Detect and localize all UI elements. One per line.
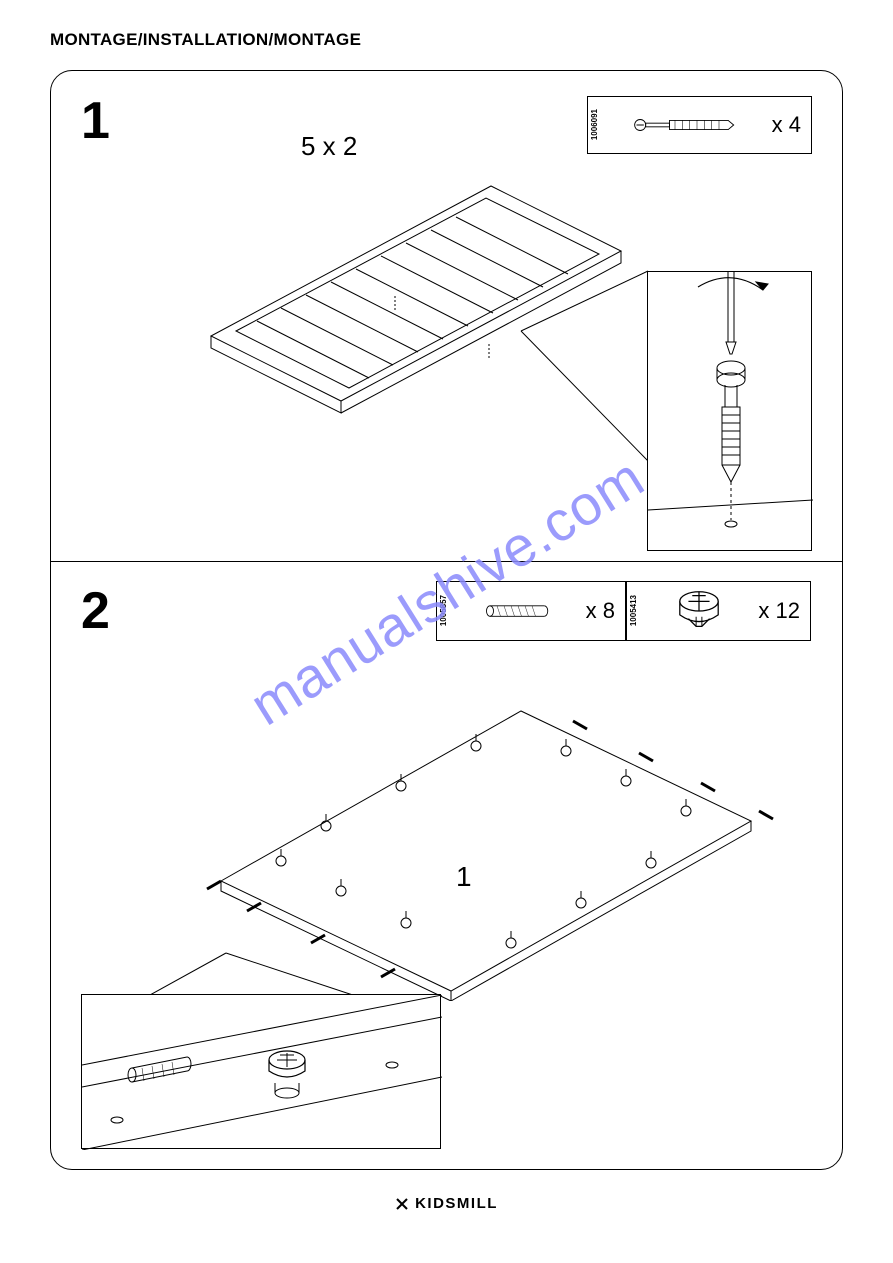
page-header: MONTAGE/INSTALLATION/MONTAGE xyxy=(50,30,843,50)
step-divider xyxy=(51,561,842,562)
footer-brand: KIDSMILL xyxy=(50,1195,843,1212)
step2-panel-diagram xyxy=(141,691,781,1001)
step1-slat-diagram xyxy=(151,176,631,426)
hardware-qty: x 12 xyxy=(758,598,810,624)
hardware-camlock-icon xyxy=(640,582,758,640)
hardware-qty: x 8 xyxy=(586,598,625,624)
hardware-box-dowel: 1005857 x 8 xyxy=(436,581,626,641)
hardware-dowel-icon xyxy=(450,582,586,640)
hardware-bolt-icon xyxy=(601,97,772,153)
step-1-annotation: 5 x 2 xyxy=(301,131,357,162)
hardware-box-screwbolt: 1006091 x 4 xyxy=(587,96,812,154)
part-number: 1006091 xyxy=(588,109,601,140)
hardware-box-camlock: 1005413 x 12 xyxy=(626,581,811,641)
step-2-number: 2 xyxy=(81,581,110,641)
hardware-qty: x 4 xyxy=(772,112,811,138)
step-1-number: 1 xyxy=(81,91,110,151)
brand-name: KIDSMILL xyxy=(415,1195,498,1212)
step1-detail-box xyxy=(647,271,812,551)
step2-detail-box xyxy=(81,994,441,1149)
part-number: 1005857 xyxy=(437,595,450,626)
instruction-panel: 1 5 x 2 1006091 x 4 xyxy=(50,70,843,1170)
brand-cross-icon xyxy=(395,1197,409,1211)
part-number: 1005413 xyxy=(627,595,640,626)
panel-number-1: 1 xyxy=(456,861,472,893)
